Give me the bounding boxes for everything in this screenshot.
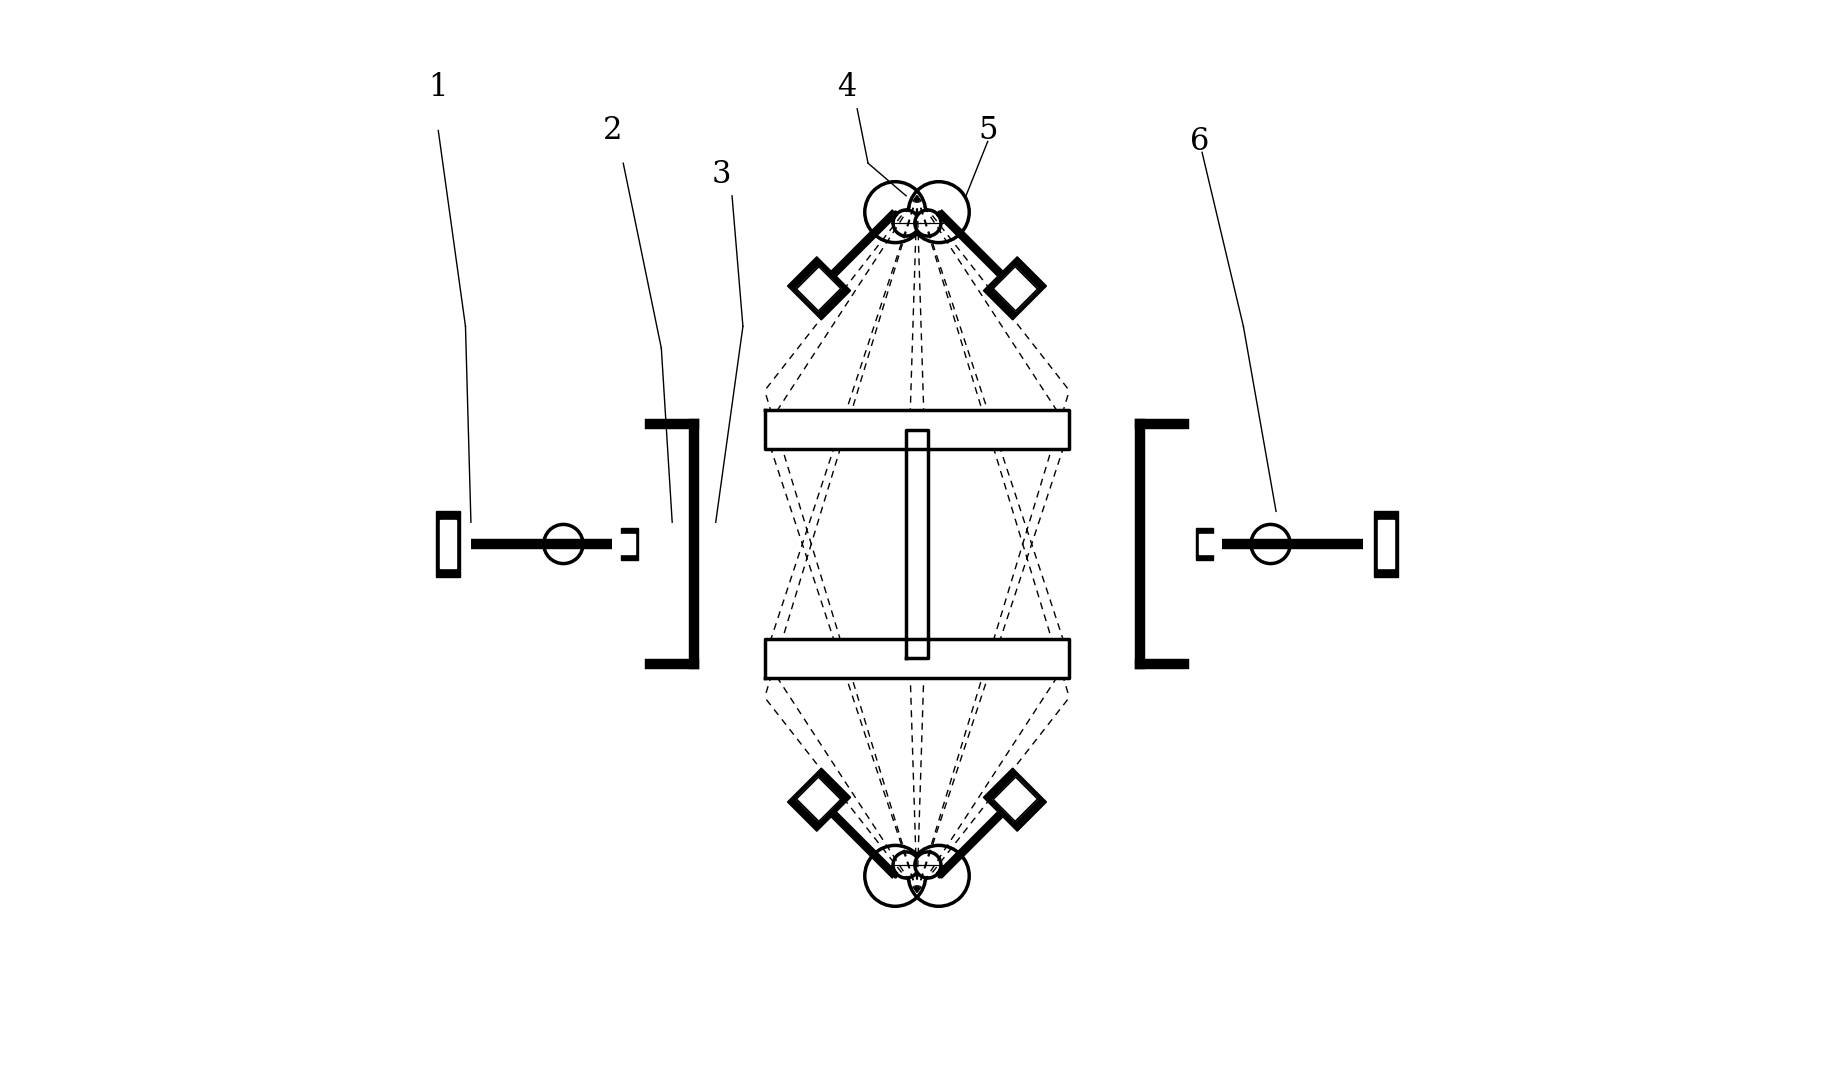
Polygon shape	[1196, 528, 1212, 560]
Text: 6: 6	[1190, 126, 1210, 157]
Text: 3: 3	[712, 159, 732, 189]
Text: 1: 1	[429, 72, 447, 102]
Polygon shape	[994, 777, 1038, 821]
Polygon shape	[787, 768, 851, 831]
Text: 2: 2	[603, 115, 622, 146]
Circle shape	[893, 210, 919, 236]
Polygon shape	[983, 257, 1047, 320]
Polygon shape	[983, 768, 1047, 831]
Circle shape	[893, 852, 919, 878]
Text: 5: 5	[978, 115, 998, 146]
Polygon shape	[765, 639, 1069, 678]
Polygon shape	[796, 777, 840, 821]
Text: 4: 4	[836, 72, 856, 102]
Polygon shape	[796, 267, 840, 311]
Circle shape	[915, 852, 941, 878]
Polygon shape	[787, 257, 851, 320]
Polygon shape	[440, 520, 455, 568]
Polygon shape	[1199, 534, 1216, 554]
Polygon shape	[618, 534, 635, 554]
Polygon shape	[436, 511, 460, 577]
Polygon shape	[765, 410, 1069, 449]
Polygon shape	[1379, 520, 1394, 568]
Polygon shape	[994, 267, 1038, 311]
Circle shape	[915, 210, 941, 236]
Polygon shape	[622, 528, 638, 560]
Polygon shape	[906, 430, 928, 658]
Polygon shape	[1374, 511, 1398, 577]
